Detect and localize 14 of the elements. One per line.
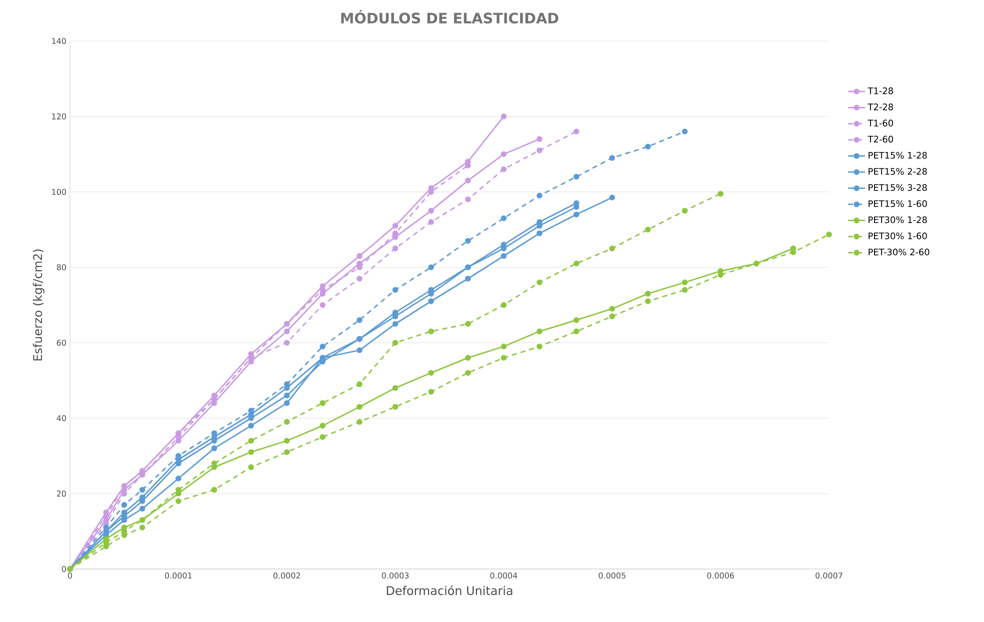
legend-label: PET15% 2-28 bbox=[868, 168, 927, 175]
legend-label: PET-30% 2-60 bbox=[868, 248, 930, 256]
legend-label: PET30% 1-60 bbox=[868, 232, 927, 240]
legend-label: PET15% 1-60 bbox=[868, 200, 927, 208]
y-axis-title: Esfuerzo (kgf/cm2) bbox=[32, 249, 44, 360]
legend-label: T2-60 bbox=[868, 136, 894, 143]
legend-label: T1-60 bbox=[868, 120, 894, 126]
legend-label: PET15% 3-28 bbox=[868, 184, 927, 191]
legend-label: T2-28 bbox=[868, 104, 893, 110]
x-axis-title: Deformación Unitaria bbox=[386, 585, 512, 596]
legend-label: PET30% 1-28 bbox=[868, 216, 927, 224]
chart-title: MÓDULOS DE ELASTICIDAD bbox=[341, 10, 558, 24]
legend-label: T1-28 bbox=[868, 87, 893, 94]
legend-label: PET15% 1-28 bbox=[868, 152, 927, 159]
